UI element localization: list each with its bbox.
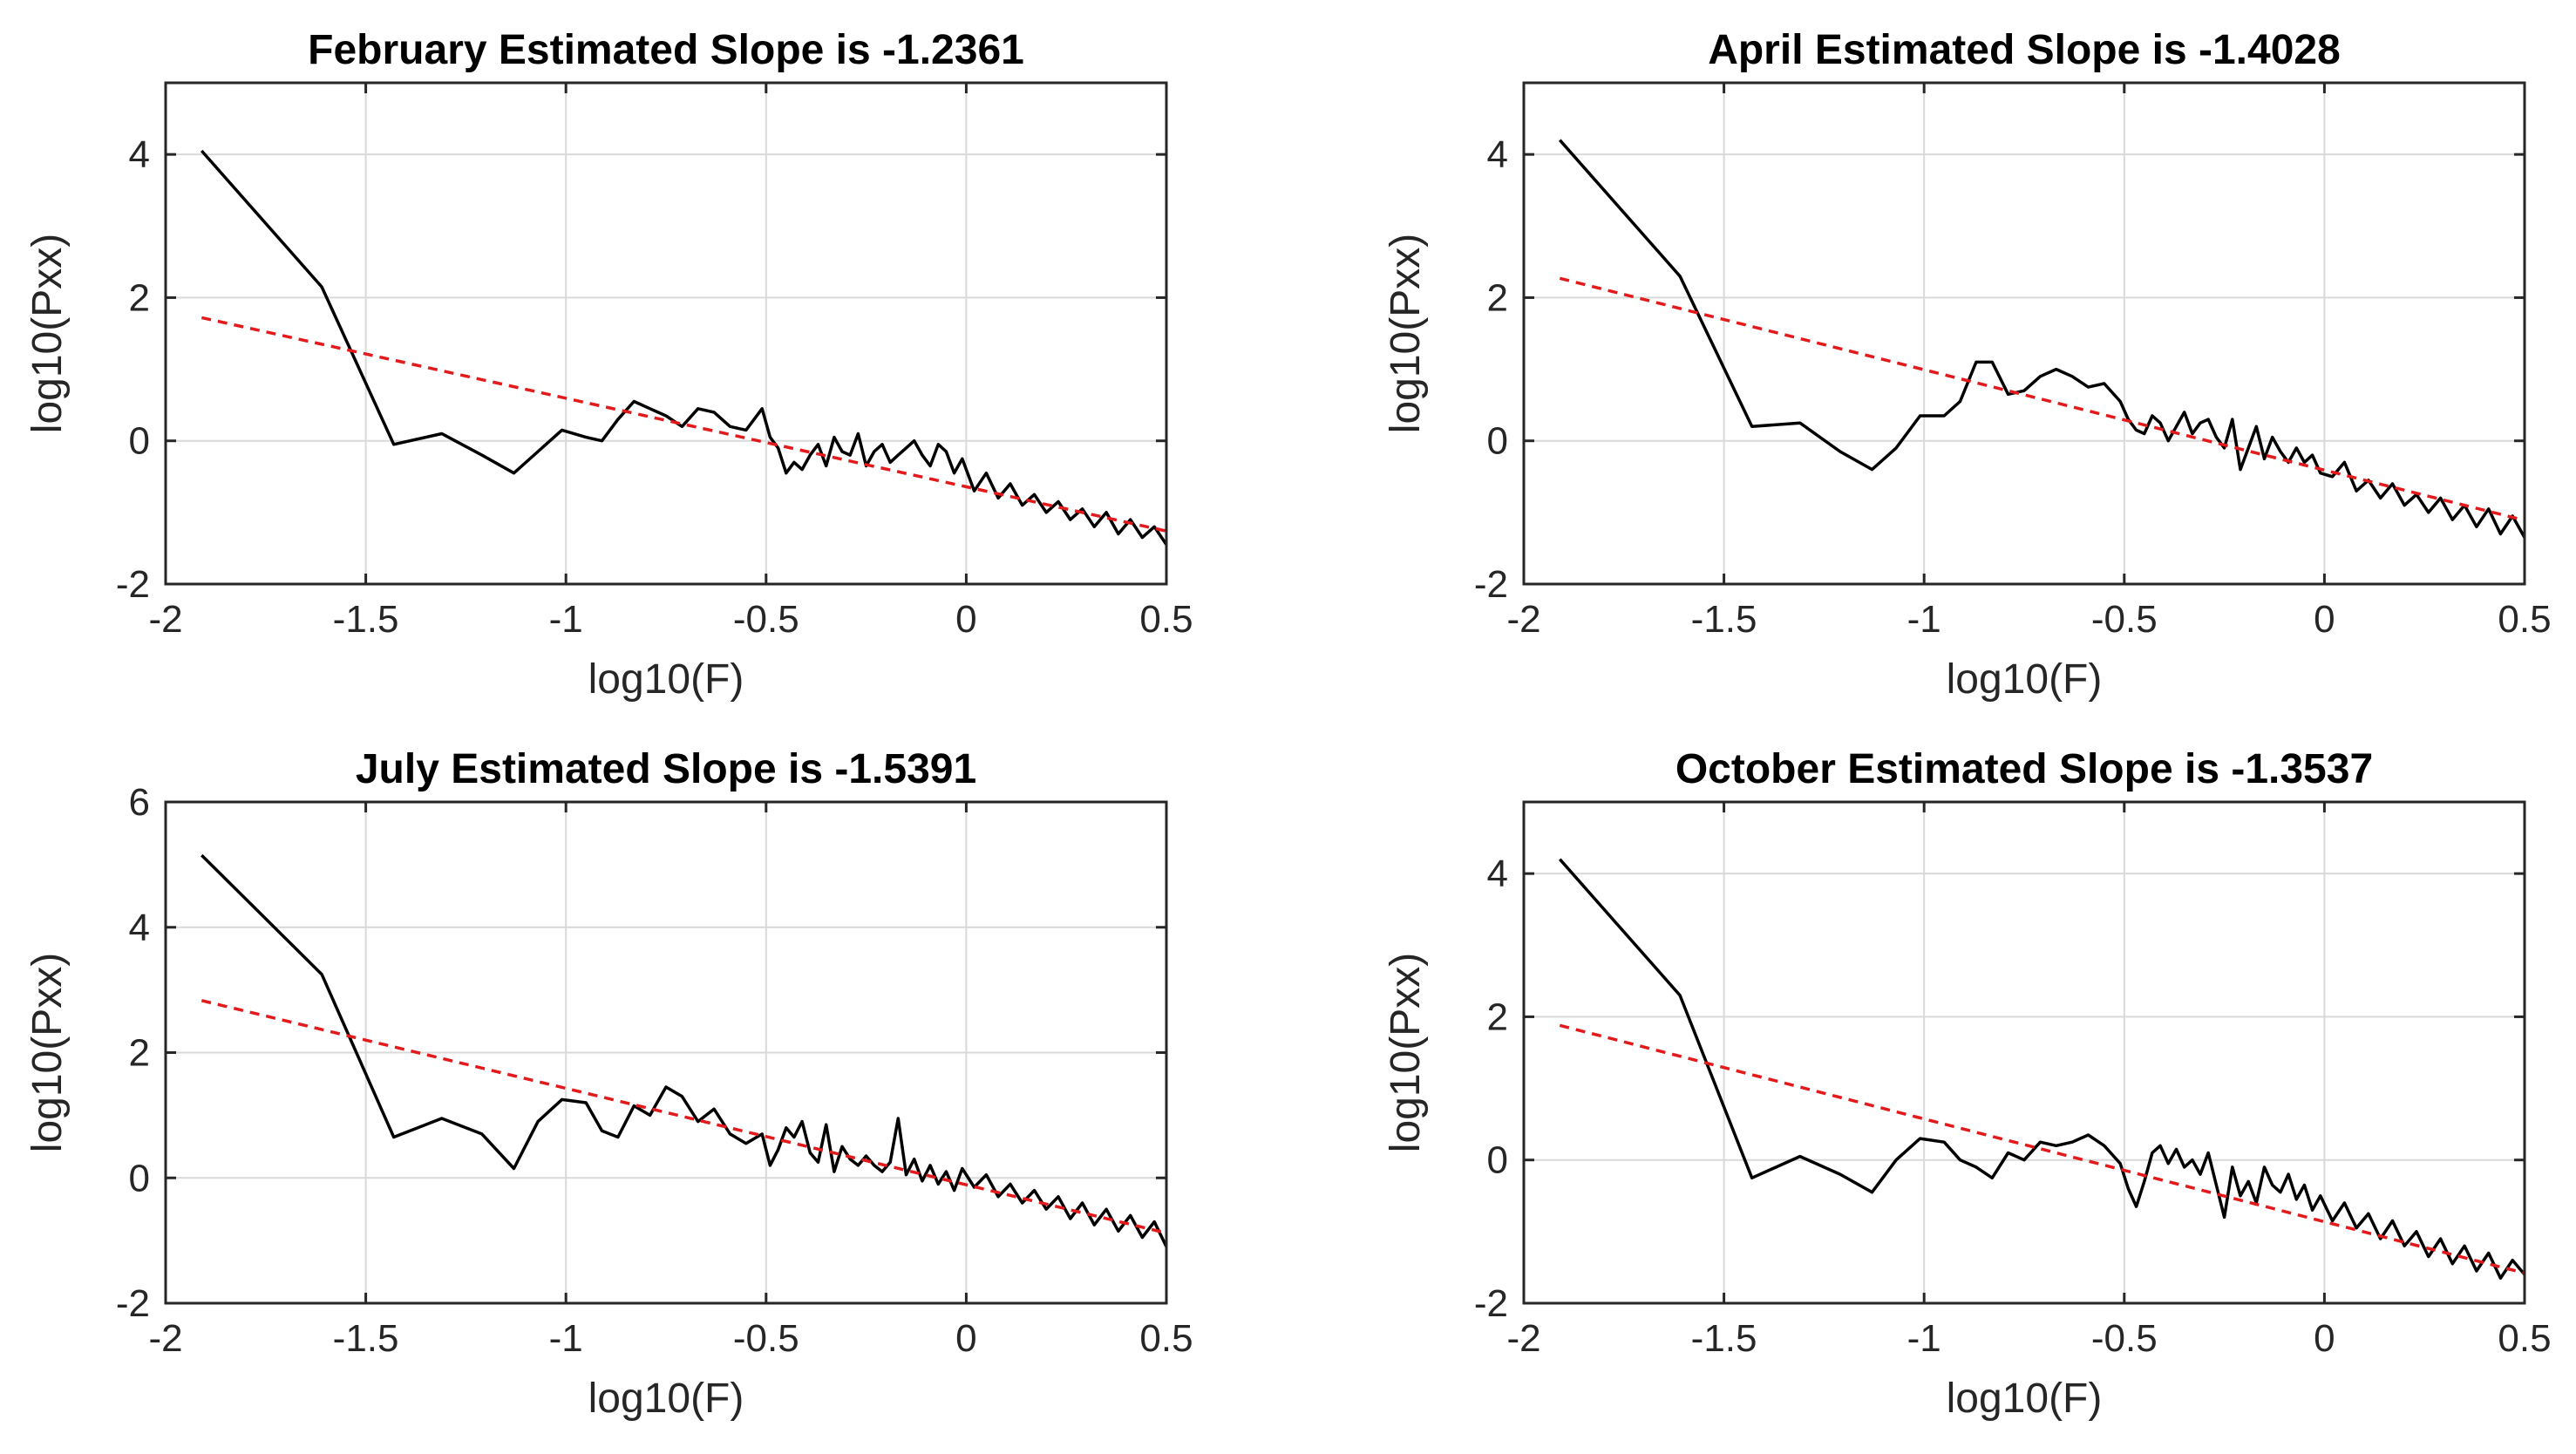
x-tick-label: -0.5	[2091, 598, 2158, 641]
y-axis-label: log10(Pxx)	[24, 953, 71, 1152]
y-tick-label: 2	[129, 276, 150, 319]
chart-title: April Estimated Slope is -1.4028	[1708, 27, 2341, 73]
y-tick-label: 0	[1487, 1139, 1508, 1182]
y-tick-label: 2	[1487, 995, 1508, 1038]
axes-box	[1522, 81, 2526, 586]
plot-area	[166, 83, 1166, 584]
x-tick-label: -1	[1907, 1317, 1941, 1360]
y-tick-label: 0	[1487, 420, 1508, 463]
x-tick-label: 0.5	[1139, 1317, 1193, 1360]
y-tick-label: 0	[129, 1157, 150, 1199]
x-tick-label: -2	[148, 598, 182, 641]
x-tick-label: 0	[2314, 598, 2335, 641]
y-tick-label: -2	[1474, 1282, 1508, 1325]
x-axis-label: log10(F)	[1947, 656, 2103, 703]
fit-line	[1559, 276, 2525, 522]
chart-title: February Estimated Slope is -1.2361	[308, 27, 1024, 73]
x-tick-label: 0	[955, 598, 976, 641]
x-tick-label: -2	[1506, 1317, 1540, 1360]
x-tick-label: -0.5	[733, 598, 799, 641]
psd-line	[201, 853, 1166, 1248]
x-axis-label: log10(F)	[1947, 1376, 2103, 1422]
x-tick-label: -1.5	[333, 598, 399, 641]
axes-box	[164, 81, 1168, 586]
chart-panel-4: -2 -1.5 -1 -0.5 0 0.5 -2 0 2 4 October Estimated S…	[1383, 746, 2552, 1422]
y-tick-label: 4	[1487, 133, 1508, 176]
y-tick-label: 2	[1487, 276, 1508, 319]
chart-title: October Estimated Slope is -1.3537	[1675, 746, 2373, 792]
x-axis-label: log10(F)	[588, 656, 744, 703]
y-axis-label: log10(Pxx)	[1383, 234, 1429, 433]
plot-area	[1524, 802, 2525, 1303]
y-tick-label: -2	[116, 1282, 150, 1325]
chart-panel-1: -2 -1.5 -1 -0.5 0 0.5 -2 0 2 4 February Estimated …	[24, 27, 1193, 703]
x-tick-label: -1	[549, 1317, 583, 1360]
y-tick-label: 4	[129, 133, 150, 176]
x-tick-label: -1	[549, 598, 583, 641]
x-tick-label: 0.5	[1139, 598, 1193, 641]
y-tick-label: -2	[1474, 563, 1508, 606]
y-tick-label: 4	[129, 907, 150, 949]
psd-line	[1558, 139, 2525, 539]
y-tick-label: 4	[1487, 853, 1508, 895]
x-tick-label: -1.5	[1691, 1317, 1757, 1360]
chart-panel-3: -2 -1.5 -1 -0.5 0 0.5 -2 0 2 4 6 July Estimated Slo…	[24, 746, 1193, 1422]
x-axis-label: log10(F)	[588, 1376, 744, 1422]
chart-panel-2: -2 -1.5 -1 -0.5 0 0.5 -2 0 2 4 April Estimated Slo…	[1383, 27, 2552, 703]
x-tick-label: 0	[955, 1317, 976, 1360]
x-tick-label: 0	[2314, 1317, 2335, 1360]
y-tick-label: 2	[129, 1032, 150, 1075]
x-tick-label: -1	[1907, 598, 1941, 641]
x-tick-label: -2	[1506, 598, 1540, 641]
x-tick-label: -1.5	[1691, 598, 1757, 641]
x-tick-label: -2	[148, 1317, 182, 1360]
y-tick-label: 0	[129, 420, 150, 463]
x-tick-label: -0.5	[2091, 1317, 2158, 1360]
x-tick-label: 0.5	[2498, 1317, 2551, 1360]
y-tick-label: -2	[116, 563, 150, 606]
plot-area	[1524, 83, 2525, 584]
y-axis-label: log10(Pxx)	[24, 234, 71, 433]
fit-line	[1559, 1023, 2525, 1275]
y-tick-label: 6	[129, 781, 150, 824]
y-axis-label: log10(Pxx)	[1383, 953, 1429, 1152]
x-tick-label: -0.5	[733, 1317, 799, 1360]
x-tick-label: 0.5	[2498, 598, 2551, 641]
x-tick-label: -1.5	[333, 1317, 399, 1360]
psd-line	[200, 149, 1166, 546]
chart-title: July Estimated Slope is -1.5391	[356, 746, 976, 792]
axes-box	[1522, 800, 2526, 1305]
